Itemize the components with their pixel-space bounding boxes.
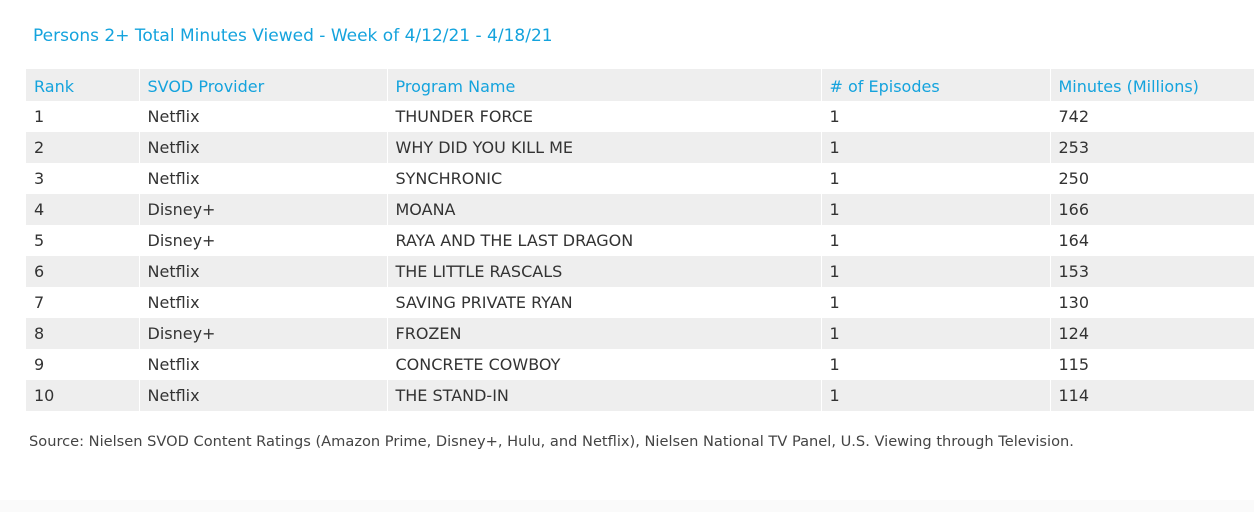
column-header-episodes: # of Episodes — [821, 69, 1051, 101]
column-header-program: Program Name — [387, 69, 822, 101]
episodes-cell: 1 — [821, 256, 1051, 287]
rank-cell: 5 — [26, 225, 140, 256]
minutes-cell: 164 — [1058, 231, 1090, 250]
program-cell: SAVING PRIVATE RYAN — [387, 287, 822, 318]
program-cell: THUNDER FORCE — [387, 101, 822, 132]
episodes-cell: 1 — [821, 132, 1051, 163]
rank-cell: 7 — [26, 287, 140, 318]
episodes-cell: 1 — [821, 318, 1051, 349]
program-cell: MOANA — [387, 194, 822, 225]
provider-cell: Disney+ — [139, 194, 388, 225]
minutes-cell: 153 — [1058, 262, 1090, 281]
table-header-row: Rank SVOD Provider Program Name # of Epi… — [26, 69, 1254, 101]
minutes-cell: 114 — [1058, 386, 1090, 405]
provider-cell: Netflix — [139, 256, 388, 287]
episodes-cell: 1 — [821, 225, 1051, 256]
table-row: 6 Netflix THE LITTLE RASCALS 1 153 — [26, 256, 1254, 287]
program-cell: CONCRETE COWBOY — [387, 349, 822, 380]
rank-cell: 3 — [26, 163, 140, 194]
episodes-cell: 1 — [821, 349, 1051, 380]
table-row: 9 Netflix CONCRETE COWBOY 1 115 — [26, 349, 1254, 380]
ratings-table: Rank SVOD Provider Program Name # of Epi… — [26, 69, 1254, 411]
table-row: 1 Netflix THUNDER FORCE 1 742 — [26, 101, 1254, 132]
table-row: 4 Disney+ MOANA 1 166 — [26, 194, 1254, 225]
column-header-minutes: Minutes (Millions) — [1058, 76, 1199, 96]
table-row: 2 Netflix WHY DID YOU KILL ME 1 253 — [26, 132, 1254, 163]
table-row: 5 Disney+ RAYA AND THE LAST DRAGON 1 164 — [26, 225, 1254, 256]
episodes-cell: 1 — [821, 194, 1051, 225]
provider-cell: Netflix — [139, 349, 388, 380]
column-header-rank: Rank — [26, 69, 140, 101]
provider-cell: Netflix — [139, 380, 388, 411]
episodes-cell: 1 — [821, 380, 1051, 411]
table-row: 8 Disney+ FROZEN 1 124 — [26, 318, 1254, 349]
rank-cell: 6 — [26, 256, 140, 287]
provider-cell: Disney+ — [139, 225, 388, 256]
source-note: Source: Nielsen SVOD Content Ratings (Am… — [29, 433, 1074, 450]
minutes-cell: 115 — [1058, 355, 1090, 374]
program-cell: WHY DID YOU KILL ME — [387, 132, 822, 163]
episodes-cell: 1 — [821, 163, 1051, 194]
provider-cell: Netflix — [139, 163, 388, 194]
minutes-cell: 253 — [1058, 138, 1090, 157]
program-cell: RAYA AND THE LAST DRAGON — [387, 225, 822, 256]
minutes-cell: 166 — [1058, 200, 1090, 219]
program-cell: SYNCHRONIC — [387, 163, 822, 194]
table-row: 3 Netflix SYNCHRONIC 1 250 — [26, 163, 1254, 194]
program-cell: THE LITTLE RASCALS — [387, 256, 822, 287]
minutes-cell: 124 — [1058, 324, 1090, 343]
table-row: 10 Netflix THE STAND-IN 1 114 — [26, 380, 1254, 411]
rank-cell: 9 — [26, 349, 140, 380]
chart-title: Persons 2+ Total Minutes Viewed - Week o… — [33, 26, 553, 46]
provider-cell: Netflix — [139, 287, 388, 318]
program-cell: THE STAND-IN — [387, 380, 822, 411]
minutes-cell: 742 — [1058, 107, 1090, 126]
rank-cell: 4 — [26, 194, 140, 225]
bottom-band — [0, 500, 1254, 512]
provider-cell: Disney+ — [139, 318, 388, 349]
table-body: 1 Netflix THUNDER FORCE 1 742 2 Netflix WHY DID… — [26, 101, 1254, 411]
program-cell: FROZEN — [387, 318, 822, 349]
column-header-provider: SVOD Provider — [139, 69, 388, 101]
minutes-cell: 250 — [1058, 169, 1090, 188]
rank-cell: 10 — [26, 380, 140, 411]
minutes-cell: 130 — [1058, 293, 1090, 312]
rank-cell: 2 — [26, 132, 140, 163]
rank-cell: 8 — [26, 318, 140, 349]
table-row: 7 Netflix SAVING PRIVATE RYAN 1 130 — [26, 287, 1254, 318]
episodes-cell: 1 — [821, 287, 1051, 318]
episodes-cell: 1 — [821, 101, 1051, 132]
rank-cell: 1 — [26, 101, 140, 132]
provider-cell: Netflix — [139, 132, 388, 163]
provider-cell: Netflix — [139, 101, 388, 132]
